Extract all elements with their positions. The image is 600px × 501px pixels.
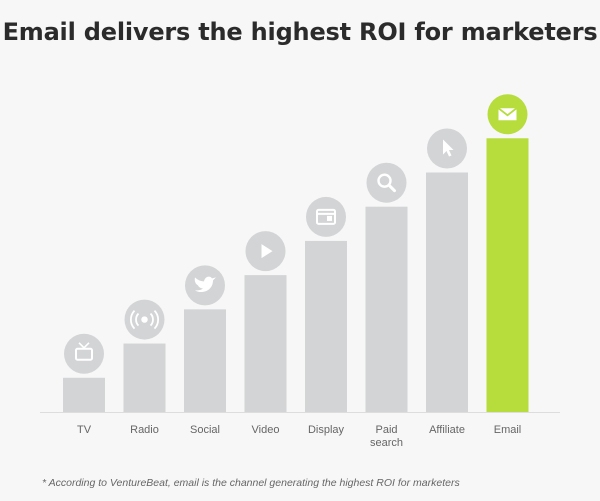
tick-label-tv: TV <box>49 424 119 437</box>
tv-icon <box>64 333 104 374</box>
tick-label-display: Display <box>291 424 361 437</box>
tick-label-paid-search: Paid search <box>352 424 422 450</box>
bar-affiliate <box>426 172 468 412</box>
tick-label-line: Affiliate <box>429 424 465 436</box>
tick-label-video: Video <box>231 424 301 437</box>
tick-label-line: Display <box>307 424 345 436</box>
bar-tv <box>63 377 105 412</box>
tick-label-line: Paid <box>375 424 398 436</box>
bar-email <box>486 138 529 412</box>
radio-icon <box>124 299 165 340</box>
search-icon <box>366 162 407 203</box>
tick-label-line: Email <box>493 424 522 436</box>
bar-video <box>244 275 287 412</box>
display-icon <box>306 196 346 237</box>
tick-label-affiliate: Affiliate <box>412 424 482 437</box>
bar-paid-search <box>365 206 408 412</box>
tick-label-line: Social <box>190 424 220 436</box>
footnote: * According to VentureBeat, email is the… <box>42 477 460 489</box>
tick-label-social: Social <box>170 424 240 437</box>
play-icon <box>245 231 286 272</box>
bar-social <box>184 309 226 412</box>
tick-label-line: TV <box>76 424 92 436</box>
tick-label-line: search <box>369 437 404 449</box>
twitter-icon <box>185 265 225 306</box>
tick-label-line: Video <box>251 424 280 436</box>
tick-label-line: Radio <box>130 424 159 436</box>
bar-display <box>305 240 347 412</box>
email-icon <box>487 94 528 135</box>
tick-label-radio: Radio <box>110 424 180 437</box>
cursor-icon <box>427 128 467 169</box>
tick-label-email: Email <box>473 424 543 437</box>
bar-radio <box>123 343 166 412</box>
chart-title: Email delivers the highest ROI for marke… <box>2 18 598 46</box>
